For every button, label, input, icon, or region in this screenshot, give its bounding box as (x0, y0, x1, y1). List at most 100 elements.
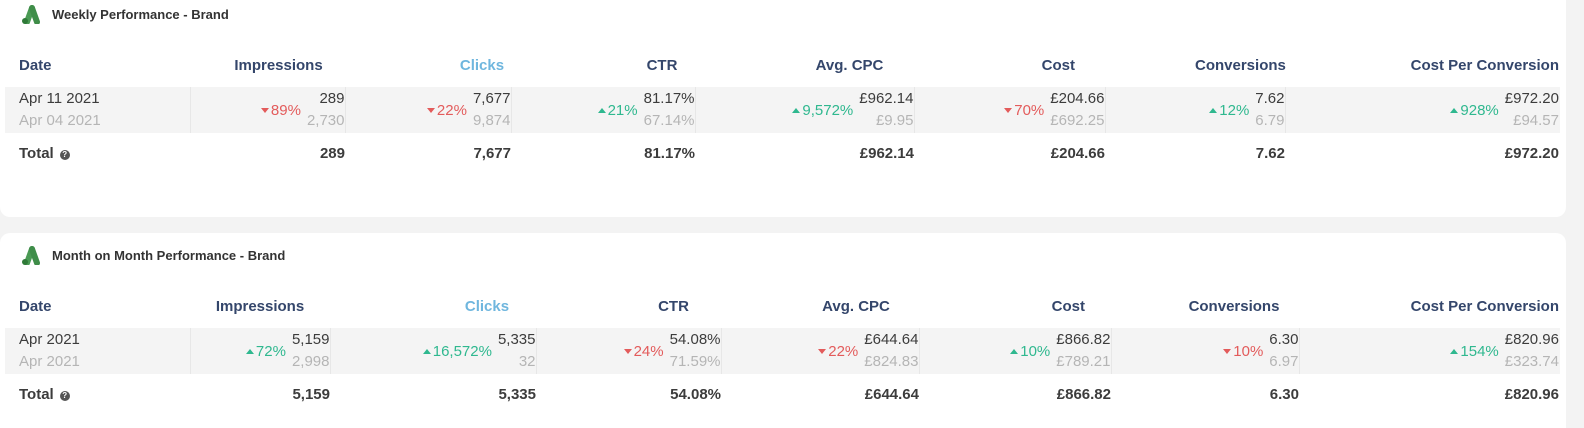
previous-value: 6.97 (1269, 353, 1299, 370)
total-label-cell: Total? (5, 133, 190, 174)
col-header-impressions[interactable]: Impressions (234, 56, 323, 74)
col-header-ctr[interactable]: CTR (646, 56, 678, 74)
change-percent: 12% (1219, 101, 1250, 119)
current-value: £820.96 (1504, 331, 1559, 348)
change-indicator: 24% (623, 342, 664, 360)
panel-header: Weekly Performance - Brand (20, 4, 229, 24)
triangle-down-icon (260, 107, 269, 113)
metric-comparison: 24% 54.08% 71.59% (537, 328, 721, 374)
metric-values: 7,677 9,874 (473, 88, 511, 132)
info-icon[interactable]: ? (59, 150, 70, 160)
col-header-date[interactable]: Date (19, 56, 52, 74)
change-indicator: 9,572% (792, 102, 853, 119)
metric-comparison: 22% £644.64 £824.83 (722, 328, 919, 374)
comparison-row: Apr 11 2021 Apr 04 2021 89% 289 2,730 22% 7… (5, 87, 1560, 133)
current-value: £972.20 (1504, 90, 1559, 107)
previous-value: £692.25 (1050, 112, 1105, 129)
triangle-down-icon (1004, 107, 1013, 113)
previous-value: 6.79 (1255, 112, 1285, 129)
current-value: 5,159 (291, 331, 330, 348)
triangle-up-icon (1010, 348, 1019, 354)
ctr-cell: 21% 81.17% 67.14% (511, 87, 696, 133)
total-cost: £204.66 (1050, 145, 1105, 162)
current-value: 7.62 (1255, 90, 1285, 107)
change-indicator: 22% (818, 343, 858, 360)
metric-comparison: 12% 7.62 6.79 (1106, 87, 1285, 133)
panel-title: Weekly Performance - Brand (52, 6, 229, 22)
previous-value: £94.57 (1513, 112, 1559, 129)
metric-values: 81.17% 67.14% (644, 88, 695, 132)
col-header-avg-cpc[interactable]: Avg. CPC (822, 297, 890, 315)
google-ads-icon (22, 5, 40, 24)
col-header-cost[interactable]: Cost (1051, 297, 1085, 315)
previous-value: £824.83 (864, 353, 919, 370)
triangle-up-icon (597, 107, 606, 113)
current-value: 81.17% (643, 90, 695, 107)
total-label: Total (19, 145, 54, 162)
change-percent: 154% (1460, 342, 1499, 360)
col-header-impressions[interactable]: Impressions (215, 297, 305, 315)
total-clicks: 7,677 (473, 145, 511, 162)
change-percent: 10% (1233, 342, 1264, 360)
metric-comparison: 9,572% £962.14 £9.95 (696, 87, 914, 133)
col-header-cost-per-conversion[interactable]: Cost Per Conversion (1410, 297, 1559, 315)
col-header-avg-cpc[interactable]: Avg. CPC (815, 56, 884, 74)
change-percent: 16,572% (432, 342, 492, 360)
change-percent: 9,572% (802, 101, 854, 119)
metric-values: £820.96 £323.74 (1505, 329, 1559, 373)
col-header-conversions[interactable]: Conversions (1188, 297, 1280, 315)
triangle-up-icon (245, 348, 254, 354)
triangle-up-icon (1450, 107, 1459, 113)
previous-value: £323.74 (1504, 353, 1559, 370)
cost-per-conversion-cell: 154% £820.96 £323.74 (1299, 328, 1560, 374)
total-label: Total (19, 386, 54, 403)
header-row: Date Impressions Clicks CTR Avg. CPC Cos… (5, 43, 1560, 87)
metric-comparison: 89% 289 2,730 (191, 87, 345, 133)
col-header-clicks[interactable]: Clicks (459, 56, 505, 74)
info-icon[interactable]: ? (59, 391, 70, 401)
google-ads-icon (22, 246, 40, 265)
total-avg-cpc: £962.14 (859, 145, 914, 162)
metric-values: £962.14 £9.95 (859, 88, 913, 132)
panel-title: Month on Month Performance - Brand (52, 247, 286, 263)
total-ctr: 81.17% (644, 145, 695, 162)
change-percent: 10% (1020, 342, 1051, 360)
metric-comparison: 72% 5,159 2,998 (191, 328, 330, 374)
change-indicator: 72% (245, 343, 286, 360)
triangle-down-icon (426, 107, 435, 113)
total-conversions: 7.62 (1255, 145, 1285, 162)
change-percent: 24% (633, 342, 664, 360)
metric-comparison: 70% £204.66 £692.25 (915, 87, 1105, 133)
previous-value: £9.95 (875, 112, 914, 129)
col-header-cost-per-conversion[interactable]: Cost Per Conversion (1410, 56, 1559, 74)
col-header-date[interactable]: Date (19, 297, 52, 315)
triangle-down-icon (1223, 348, 1232, 354)
col-header-clicks[interactable]: Clicks (464, 297, 510, 315)
panel-header: Month on Month Performance - Brand (20, 245, 285, 265)
col-header-ctr[interactable]: CTR (658, 297, 689, 315)
metric-values: £204.66 £692.25 (1050, 88, 1104, 132)
previous-value: 2,998 (291, 353, 330, 370)
change-percent: 22% (828, 342, 859, 360)
month-on-month-performance-panel: Month on Month Performance - Brand Date … (0, 233, 1566, 428)
total-cost-per-conversion: £820.96 (1504, 386, 1559, 403)
col-header-conversions[interactable]: Conversions (1195, 56, 1286, 74)
change-indicator: 89% (260, 101, 301, 119)
header-row: Date Impressions Clicks CTR Avg. CPC Cos… (5, 284, 1560, 328)
change-indicator: 21% (597, 102, 638, 119)
current-value: 289 (319, 90, 345, 107)
change-percent: 89% (270, 101, 301, 119)
current-value: £962.14 (859, 90, 914, 107)
cost-cell: 10% £866.82 £789.21 (919, 328, 1112, 374)
monthly-table: Date Impressions Clicks CTR Avg. CPC Cos… (5, 284, 1560, 415)
current-value: 6.30 (1269, 331, 1299, 348)
total-cost-per-conversion: £972.20 (1504, 145, 1559, 162)
weekly-table: Date Impressions Clicks CTR Avg. CPC Cos… (5, 43, 1560, 174)
triangle-up-icon (1450, 348, 1459, 354)
total-cost: £866.82 (1056, 386, 1111, 403)
col-header-cost[interactable]: Cost (1041, 56, 1075, 74)
triangle-up-icon (792, 107, 801, 113)
impressions-cell: 72% 5,159 2,998 (190, 328, 331, 374)
metric-comparison: 10% 6.30 6.97 (1112, 328, 1299, 374)
total-ctr: 54.08% (670, 386, 721, 403)
